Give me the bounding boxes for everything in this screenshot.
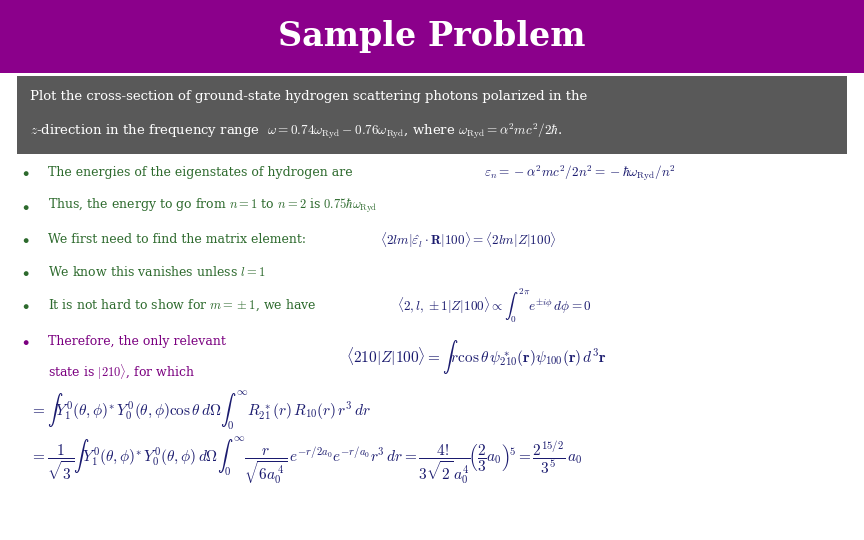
Text: The energies of the eigenstates of hydrogen are: The energies of the eigenstates of hydro… [48,166,353,179]
Text: Plot the cross-section of ground-state hydrogen scattering photons polarized in : Plot the cross-section of ground-state h… [30,90,588,103]
Text: $\varepsilon_n = -\alpha^2 mc^2 / 2n^2 = -\hbar\omega_{\rm Ryd}/n^2$: $\varepsilon_n = -\alpha^2 mc^2 / 2n^2 =… [484,163,676,183]
Text: $\bullet$: $\bullet$ [22,335,29,348]
Text: $\langle 210|Z|100\rangle = \int r\cos\theta\,\psi^*_{210}(\mathbf{r})\psi_{100}: $\langle 210|Z|100\rangle = \int r\cos\t… [346,339,607,376]
Text: $\langle 2lm|\hat{\varepsilon}_l \cdot \mathbf{R}|100\rangle = \langle 2lm|Z|100: $\langle 2lm|\hat{\varepsilon}_l \cdot \… [380,230,556,249]
Text: $\bullet$: $\bullet$ [22,233,29,246]
Text: $= \int Y_1^{0}(\theta,\phi)^{\!*} Y_0^{0}(\theta,\phi)\cos\theta\,d\Omega\int_0: $= \int Y_1^{0}(\theta,\phi)^{\!*} Y_0^{… [30,389,371,432]
Text: $\bullet$: $\bullet$ [22,299,29,312]
Text: $\bullet$: $\bullet$ [22,266,29,279]
Text: We first need to find the matrix element:: We first need to find the matrix element… [48,233,306,246]
Text: Sample Problem: Sample Problem [278,20,586,53]
Text: $\bullet$: $\bullet$ [22,166,29,179]
Text: state is $|210\rangle$, for which: state is $|210\rangle$, for which [48,363,194,382]
Text: $= \dfrac{1}{\sqrt{3}}\int Y_1^{0}(\theta,\phi)^{\!*} Y_0^{0}(\theta,\phi)\,d\Om: $= \dfrac{1}{\sqrt{3}}\int Y_1^{0}(\thet… [30,436,582,487]
Text: Therefore, the only relevant: Therefore, the only relevant [48,335,226,348]
Text: We know this vanishes unless $l = 1$: We know this vanishes unless $l = 1$ [48,265,265,279]
FancyBboxPatch shape [17,76,847,154]
Text: $\bullet$: $\bullet$ [22,200,29,213]
Text: Thus, the energy to go from $n = 1$ to $n = 2$ is $0.75\hbar\omega_{\rm Ryd}$: Thus, the energy to go from $n = 1$ to $… [48,197,377,215]
Text: It is not hard to show for $m = \pm 1$, we have: It is not hard to show for $m = \pm 1$, … [48,298,316,313]
Text: $\langle 2,l,\pm 1|Z|100\rangle \propto \int_0^{2\pi} e^{\pm i\phi}\,d\phi = 0$: $\langle 2,l,\pm 1|Z|100\rangle \propto … [397,287,592,325]
Text: $z$-direction in the frequency range  $\omega = 0.74\omega_{\rm Ryd} - 0.76\omeg: $z$-direction in the frequency range $\o… [30,122,562,141]
FancyBboxPatch shape [0,0,864,73]
